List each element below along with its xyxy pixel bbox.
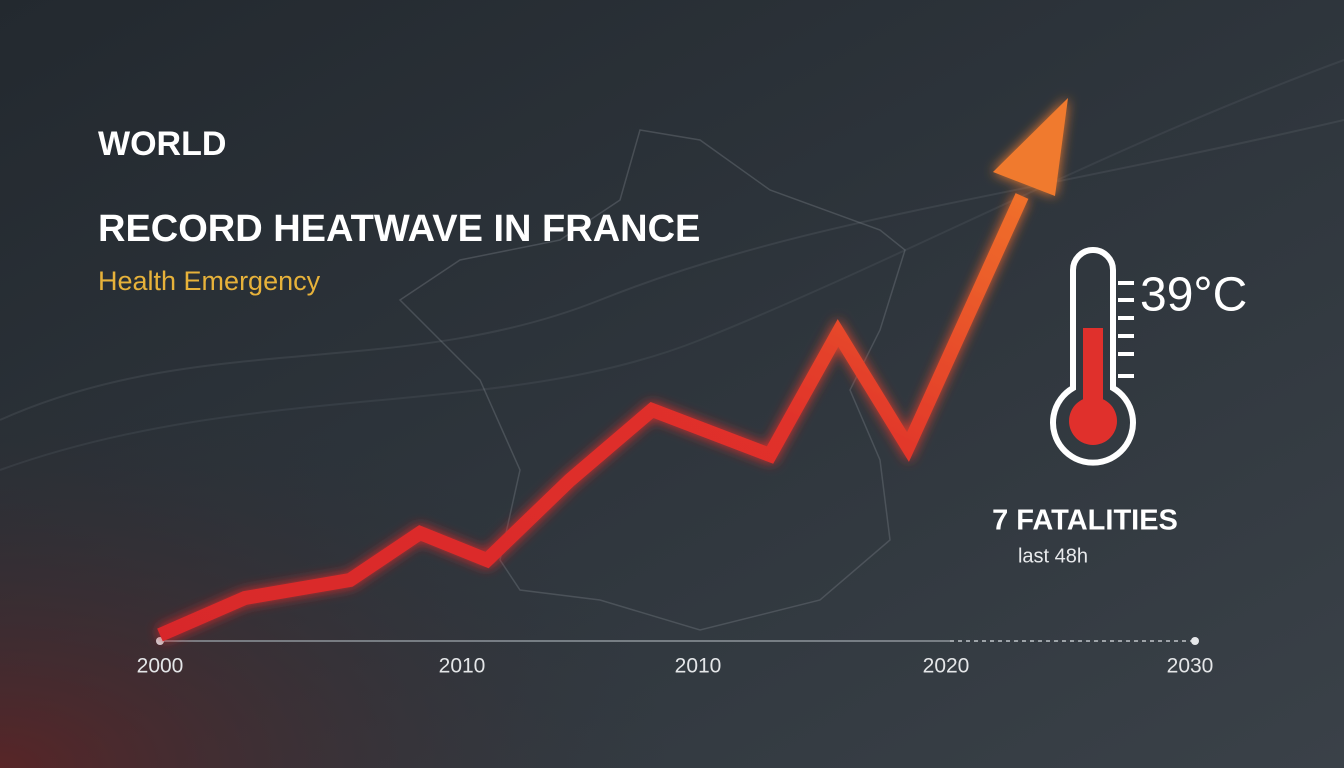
thermometer-bulb <box>1069 397 1117 445</box>
trend <box>157 98 1068 642</box>
trend-line <box>157 193 1029 642</box>
temperature: 39°C <box>1140 269 1247 322</box>
headline: RECORD HEATWAVE IN FRANCE <box>98 208 700 250</box>
france-map <box>398 129 906 631</box>
axis-dot <box>1191 637 1199 645</box>
thermometer-fill <box>1083 328 1103 408</box>
thermometer-ticks <box>1118 281 1134 378</box>
thermometer <box>1050 247 1136 466</box>
axis-label: 2020 <box>923 655 970 678</box>
section-label: WORLD <box>98 125 226 163</box>
decor-wave <box>0 59 1344 471</box>
axis-label: 2030 <box>1167 655 1214 678</box>
axis-label: 2010 <box>675 655 722 678</box>
decor-wave <box>0 119 1344 421</box>
thermometer-outline <box>1050 247 1136 466</box>
fatalities: 7 FATALITIES <box>992 505 1178 537</box>
axis-label: 2010 <box>439 655 486 678</box>
trend-arrowhead <box>993 98 1068 196</box>
fatalities-period: last 48h <box>1018 545 1088 567</box>
subtitle: Health Emergency <box>98 266 321 296</box>
axis-label: 2000 <box>137 655 184 678</box>
